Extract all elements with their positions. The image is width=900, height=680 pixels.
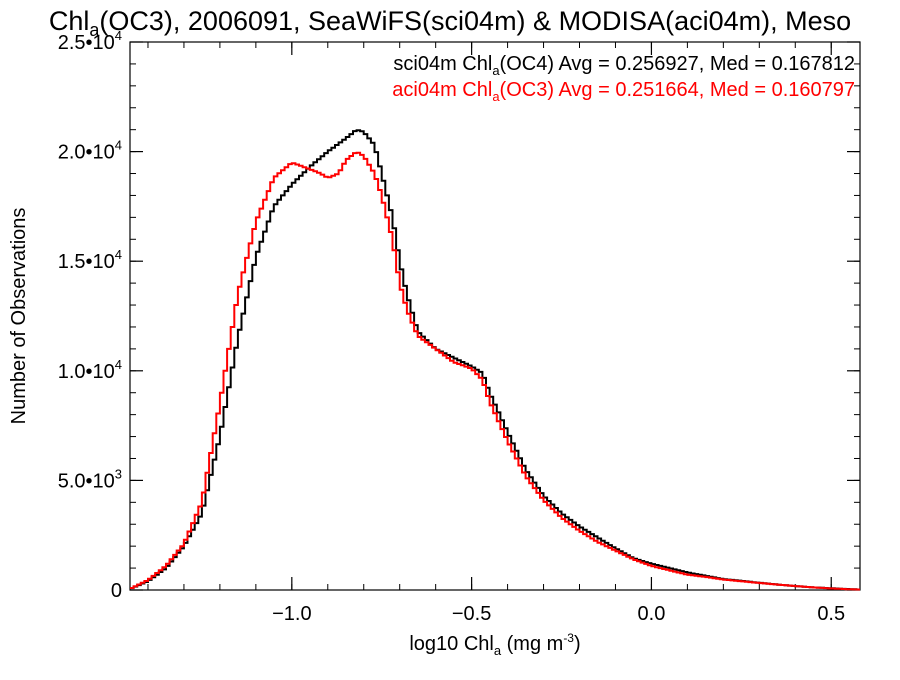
x-tick-label: −1.0 [272, 603, 311, 625]
legend-entry-aci04m: aci04m Chla(OC3) Avg = 0.251664, Med = 0… [392, 79, 855, 104]
x-axis-label: log10 Chla (mg m-3) [409, 631, 580, 658]
y-tick-labels: 0 5.0•103 1.0•104 1.5•104 2.0•104 2.5•104 [58, 28, 122, 602]
minor-ticks [130, 41, 860, 591]
y-axis-label: Number of Observations [8, 208, 30, 425]
x-tick-label: 0.5 [817, 603, 845, 625]
plot-frame [129, 41, 861, 591]
x-tick-labels: −1.0 −0.5 0.0 0.5 [272, 603, 845, 625]
legend: sci04m Chla(OC4) Avg = 0.256927, Med = 0… [392, 53, 855, 104]
legend-entry-sci04m: sci04m Chla(OC4) Avg = 0.256927, Med = 0… [393, 53, 855, 78]
x-tick-label: −0.5 [452, 603, 491, 625]
y-tick-label: 2.0•104 [58, 138, 122, 164]
major-ticks [130, 41, 860, 591]
chart-title: Chla(OC3), 2006091, SeaWiFS(sci04m) & MO… [49, 6, 851, 40]
y-tick-label: 2.5•104 [58, 28, 122, 54]
series-line-sci04m [130, 129, 860, 591]
y-tick-label: 0 [111, 580, 122, 602]
series-line-aci04m [130, 151, 860, 591]
series-lines [130, 129, 860, 591]
x-tick-label: 0.0 [638, 603, 666, 625]
y-tick-label: 1.5•104 [58, 247, 122, 273]
y-tick-label: 1.0•104 [58, 357, 122, 383]
y-tick-label: 5.0•103 [58, 466, 122, 492]
